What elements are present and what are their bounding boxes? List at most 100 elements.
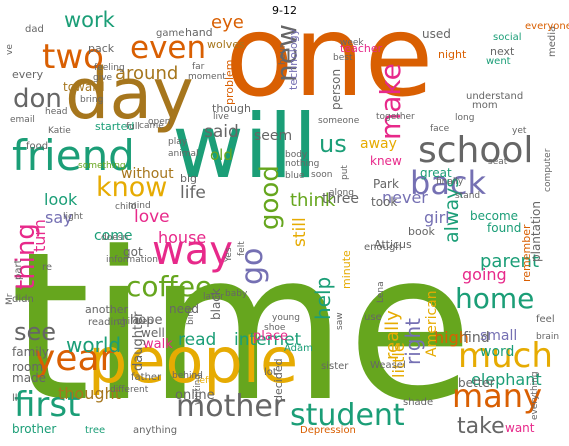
- word-american: American: [424, 290, 440, 357]
- word-doesn: doesn: [101, 233, 128, 243]
- word-tree: tree: [85, 425, 105, 436]
- word-seem: seem: [254, 128, 292, 144]
- word-information: information: [106, 255, 158, 265]
- word-knew: knew: [370, 154, 402, 168]
- word-open: open: [148, 117, 170, 127]
- word-much: much: [458, 336, 553, 376]
- word-yes: Yes: [224, 247, 234, 263]
- word-help: help: [311, 277, 335, 320]
- word-atticus: Atticus: [374, 238, 412, 251]
- word-old: old: [210, 146, 233, 164]
- word-another: another: [85, 303, 128, 316]
- word-right: right: [401, 318, 425, 365]
- word-stand: stand: [455, 191, 480, 201]
- word-really: really: [382, 310, 403, 360]
- word-nothing: nothing: [285, 159, 319, 169]
- word-didn: didn: [12, 294, 34, 305]
- word-going: going: [462, 265, 507, 284]
- word-word: word: [480, 344, 514, 360]
- word-people: people: [88, 324, 298, 397]
- word-along: along: [329, 188, 354, 198]
- word-saw: saw: [335, 312, 345, 330]
- word-wolves: wolves: [207, 38, 245, 51]
- word-light: light: [63, 212, 83, 222]
- word-adam: Adam: [284, 343, 313, 354]
- word-part: part: [13, 259, 24, 280]
- word-understand: understand: [466, 91, 523, 102]
- word-turn: turn: [30, 219, 49, 252]
- word-small: small: [480, 328, 517, 344]
- word-put: put: [340, 165, 350, 180]
- word-family: family: [12, 345, 49, 359]
- word-best: best: [333, 53, 353, 63]
- word-year: year: [34, 338, 115, 379]
- word-mr: Mr: [5, 293, 15, 305]
- word-mother: mother: [176, 389, 286, 424]
- word-full: full: [126, 122, 140, 132]
- word-hope: hope: [130, 313, 162, 328]
- word-face: face: [430, 124, 450, 134]
- word-feeling: feeling: [94, 63, 125, 73]
- word-media: media: [547, 26, 558, 57]
- word-person: person: [329, 69, 343, 110]
- word-back: back: [410, 164, 487, 202]
- word-three: three: [322, 191, 359, 207]
- word-hand: hand: [185, 26, 213, 39]
- word-good: good: [255, 165, 285, 230]
- word-high: high: [434, 328, 469, 347]
- word-home: home: [455, 282, 534, 315]
- word-ll: ll: [12, 393, 18, 404]
- word-children: children: [117, 317, 153, 327]
- word-find: find: [463, 330, 490, 346]
- word-together: together: [376, 112, 415, 122]
- word-hour: hour: [278, 44, 288, 65]
- word-mind: mind: [128, 201, 151, 211]
- word-seat: seat: [488, 157, 508, 167]
- word-moment: moment: [188, 72, 226, 82]
- word-use: use: [364, 312, 382, 323]
- word-feel: feel: [536, 314, 555, 325]
- word-bird: bird: [186, 308, 196, 325]
- word-internet: internet: [234, 330, 302, 350]
- word-room: room: [12, 360, 43, 374]
- word-baby: baby: [225, 289, 248, 299]
- word-know: know: [96, 172, 167, 203]
- word-plantation: plantation: [529, 201, 543, 262]
- word-pack: pack: [88, 42, 115, 55]
- word-writing: writing: [193, 374, 203, 405]
- word-long: long: [455, 113, 474, 123]
- word-social: social: [493, 32, 522, 43]
- word-look: look: [44, 190, 78, 209]
- word-better: better: [458, 376, 495, 390]
- word-well: well: [141, 326, 165, 340]
- word-live: live: [213, 112, 229, 122]
- word-sister: sister: [321, 361, 349, 372]
- word-depression: Depression: [300, 425, 356, 436]
- word-away: away: [360, 136, 397, 152]
- word-left: left: [197, 376, 212, 386]
- word-said: said: [204, 122, 239, 142]
- word-weasel: Weasel: [370, 360, 406, 371]
- word-daughter: daughter: [131, 311, 146, 371]
- word-us: us: [319, 130, 347, 158]
- word-friend: friend: [12, 131, 135, 180]
- word-park: Park: [373, 177, 399, 191]
- word-life: life: [180, 183, 206, 203]
- word-blue: blue: [285, 171, 305, 181]
- word-eye: eye: [211, 12, 244, 33]
- word-went: went: [486, 56, 511, 67]
- word-next: next: [490, 45, 515, 58]
- word-technology: technology: [287, 28, 300, 90]
- word-everyone: everyone: [525, 21, 569, 32]
- word-online: online: [175, 388, 215, 403]
- word-ve: ve: [5, 44, 15, 55]
- word-found: found: [487, 221, 521, 235]
- word-decided: decided: [272, 358, 285, 402]
- word-everything: everything: [530, 371, 540, 420]
- word-got: got: [123, 245, 143, 259]
- word-world: world: [66, 333, 121, 357]
- word-minute: minute: [340, 250, 353, 289]
- word-child: child: [115, 202, 136, 212]
- word-give: give: [93, 73, 113, 83]
